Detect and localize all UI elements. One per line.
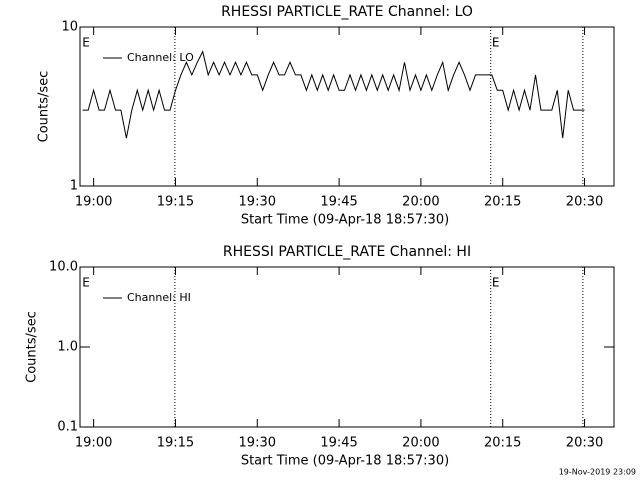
- y-axis-label: Counts/sec: [25, 311, 40, 383]
- y-tick-label: 1: [70, 179, 78, 194]
- x-tick-label: 19:15: [157, 195, 194, 210]
- legend-label: Channel: LO: [127, 51, 194, 64]
- x-tick-label: 19:00: [75, 436, 112, 451]
- x-axis-label: Start Time (09-Apr-18 18:57:30): [241, 454, 449, 469]
- y-tick-label: 10.0: [49, 260, 78, 275]
- x-tick-label: 20:15: [484, 195, 521, 210]
- annotation: E: [82, 36, 90, 50]
- annotation: E: [82, 276, 90, 290]
- x-tick-label: 20:30: [566, 195, 603, 210]
- x-tick-label: 20:00: [402, 195, 439, 210]
- x-tick-label: 19:45: [320, 436, 357, 451]
- footer: 19-Nov-2019 23:09: [559, 468, 636, 477]
- legend-label: Channel: HI: [127, 291, 191, 304]
- annotation: E: [492, 36, 500, 50]
- x-tick-label: 19:30: [239, 436, 276, 451]
- x-tick-label: 20:30: [566, 436, 603, 451]
- y-tick-label: 1.0: [57, 340, 78, 355]
- x-tick-label: 19:00: [75, 195, 112, 210]
- chart-title: RHESSI PARTICLE_RATE Channel: LO: [221, 4, 473, 20]
- chart-title: RHESSI PARTICLE_RATE Channel: HI: [223, 244, 471, 260]
- data-line: [82, 50, 585, 139]
- y-tick-label: 10: [61, 20, 78, 35]
- y-axis-label: Counts/sec: [37, 71, 52, 143]
- x-axis-label: Start Time (09-Apr-18 18:57:30): [241, 213, 449, 228]
- x-tick-label: 19:30: [239, 195, 276, 210]
- x-tick-label: 19:15: [157, 436, 194, 451]
- x-tick-label: 19:45: [320, 195, 357, 210]
- plot-frame: [79, 26, 615, 187]
- y-tick-label: 0.1: [57, 420, 78, 435]
- x-tick-label: 20:15: [484, 436, 521, 451]
- annotation: E: [492, 276, 500, 290]
- x-tick-label: 20:00: [402, 436, 439, 451]
